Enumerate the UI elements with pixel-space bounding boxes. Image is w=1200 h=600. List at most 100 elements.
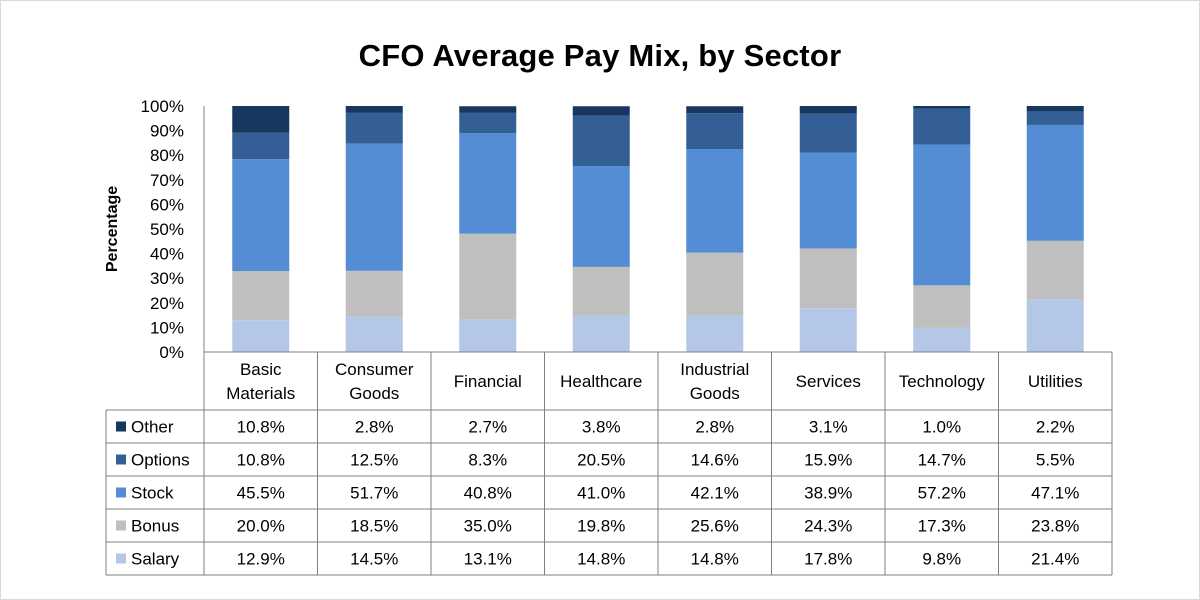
table-value: 2.8% xyxy=(355,418,394,437)
bar-segment-salary xyxy=(345,316,403,352)
table-value: 17.8% xyxy=(804,550,852,569)
category-label: Healthcare xyxy=(560,372,642,391)
table-value: 18.5% xyxy=(350,517,398,536)
table-value: 9.8% xyxy=(922,550,961,569)
table-value: 10.8% xyxy=(237,418,285,437)
bar-segment-options xyxy=(459,112,517,134)
bar-segment-options xyxy=(572,115,630,167)
bar-segment-bonus xyxy=(459,233,517,320)
y-tick-label: 40% xyxy=(150,245,184,264)
legend-key-stock xyxy=(116,487,126,498)
y-tick-label: 90% xyxy=(150,122,184,141)
y-tick-label: 60% xyxy=(150,195,184,214)
table-value: 12.5% xyxy=(350,451,398,470)
table-value: 8.3% xyxy=(468,451,507,470)
table-value: 2.8% xyxy=(695,418,734,437)
bar-segment-salary xyxy=(686,315,744,352)
y-axis-label: Percentage xyxy=(104,186,121,272)
bar-segment-options xyxy=(232,132,290,160)
table-value: 45.5% xyxy=(237,484,285,503)
table-value: 12.9% xyxy=(237,550,285,569)
legend-label: Bonus xyxy=(131,517,179,536)
table-value: 47.1% xyxy=(1031,484,1079,503)
table-value: 14.7% xyxy=(918,451,966,470)
y-tick-label: 0% xyxy=(159,343,184,362)
category-label: Services xyxy=(796,372,861,391)
y-tick-label: 10% xyxy=(150,318,184,337)
legend-key-salary xyxy=(116,553,126,564)
bar-segment-other xyxy=(1026,106,1084,112)
table-value: 38.9% xyxy=(804,484,852,503)
bar-segment-bonus xyxy=(572,266,630,316)
legend-key-other xyxy=(116,421,126,432)
category-label: Goods xyxy=(690,384,740,403)
chart-title: CFO Average Pay Mix, by Sector xyxy=(358,38,842,73)
bar-segment-bonus xyxy=(686,252,744,316)
legend-key-bonus xyxy=(116,520,126,531)
category-label: Materials xyxy=(226,384,295,403)
table-value: 35.0% xyxy=(464,517,512,536)
bar-segment-options xyxy=(799,113,857,153)
category-label: Technology xyxy=(899,372,986,391)
bar-segment-other xyxy=(799,106,857,114)
category-label: Utilities xyxy=(1028,372,1083,391)
table-value: 24.3% xyxy=(804,517,852,536)
legend-key-options xyxy=(116,454,126,465)
y-tick-label: 80% xyxy=(150,146,184,165)
bar-segment-other xyxy=(686,106,744,114)
table-value: 2.2% xyxy=(1036,418,1075,437)
legend-label: Other xyxy=(131,418,174,437)
y-tick-label: 30% xyxy=(150,269,184,288)
table-value: 41.0% xyxy=(577,484,625,503)
bar-segment-stock xyxy=(1026,124,1084,241)
bar-segment-salary xyxy=(572,315,630,352)
table-value: 10.8% xyxy=(237,451,285,470)
table-value: 42.1% xyxy=(691,484,739,503)
bar-segment-stock xyxy=(572,166,630,267)
table-value: 20.0% xyxy=(237,517,285,536)
table-value: 19.8% xyxy=(577,517,625,536)
table-value: 5.5% xyxy=(1036,451,1075,470)
category-label: Basic xyxy=(240,360,282,379)
bar-segment-bonus xyxy=(799,248,857,309)
bar-segment-other xyxy=(459,106,517,113)
table-value: 21.4% xyxy=(1031,550,1079,569)
table-value: 15.9% xyxy=(804,451,852,470)
legend-label: Salary xyxy=(131,550,180,569)
table-value: 14.5% xyxy=(350,550,398,569)
bar-segment-stock xyxy=(686,149,744,253)
table-value: 40.8% xyxy=(464,484,512,503)
bar-segment-stock xyxy=(459,133,517,234)
bar-segment-other xyxy=(345,106,403,113)
table-value: 14.8% xyxy=(691,550,739,569)
bar-segment-bonus xyxy=(345,270,403,317)
bar-segment-options xyxy=(686,113,744,150)
bar-segment-other xyxy=(913,106,971,109)
y-tick-label: 20% xyxy=(150,294,184,313)
category-label: Industrial xyxy=(680,360,749,379)
bar-segment-salary xyxy=(459,319,517,352)
table-value: 3.1% xyxy=(809,418,848,437)
bar-segment-bonus xyxy=(913,285,971,328)
table-value: 1.0% xyxy=(922,418,961,437)
table-value: 14.8% xyxy=(577,550,625,569)
legend-label: Stock xyxy=(131,484,174,503)
category-label: Consumer xyxy=(335,360,414,379)
table-value: 23.8% xyxy=(1031,517,1079,536)
table-value: 3.8% xyxy=(582,418,621,437)
bar-segment-salary xyxy=(1026,299,1084,352)
y-tick-label: 50% xyxy=(150,220,184,239)
legend-label: Options xyxy=(131,451,190,470)
table-value: 14.6% xyxy=(691,451,739,470)
bar-segment-salary xyxy=(913,327,971,352)
bar-segment-options xyxy=(1026,111,1084,125)
bar-segment-stock xyxy=(232,159,290,272)
bar-segment-bonus xyxy=(232,271,290,321)
category-label: Financial xyxy=(454,372,522,391)
bar-segment-bonus xyxy=(1026,240,1084,300)
table-value: 25.6% xyxy=(691,517,739,536)
bar-segment-options xyxy=(345,112,403,144)
bar-segment-options xyxy=(913,108,971,145)
table-value: 20.5% xyxy=(577,451,625,470)
